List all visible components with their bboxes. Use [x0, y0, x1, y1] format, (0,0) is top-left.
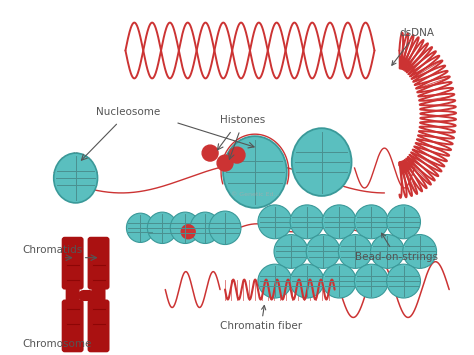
Ellipse shape [355, 264, 388, 298]
Ellipse shape [190, 212, 220, 244]
FancyBboxPatch shape [91, 285, 106, 305]
FancyBboxPatch shape [88, 300, 109, 352]
Ellipse shape [290, 205, 324, 239]
Ellipse shape [322, 264, 356, 298]
Ellipse shape [258, 264, 292, 298]
Ellipse shape [387, 264, 420, 298]
Ellipse shape [387, 205, 420, 239]
Circle shape [229, 147, 245, 163]
Ellipse shape [170, 212, 200, 244]
Ellipse shape [371, 235, 404, 268]
Ellipse shape [258, 205, 292, 239]
Text: Histones: Histones [220, 115, 265, 125]
Text: Nucleosome: Nucleosome [96, 107, 160, 117]
Text: Bead-on-strings: Bead-on-strings [355, 233, 438, 262]
Ellipse shape [147, 212, 177, 244]
Ellipse shape [403, 235, 437, 268]
Text: Chromosome: Chromosome [23, 339, 92, 349]
Ellipse shape [338, 235, 372, 268]
Ellipse shape [209, 211, 241, 245]
Text: dsDNA: dsDNA [392, 28, 434, 65]
Ellipse shape [54, 153, 98, 203]
Ellipse shape [306, 235, 340, 268]
Ellipse shape [355, 205, 388, 239]
Circle shape [217, 155, 233, 171]
Circle shape [181, 225, 195, 239]
FancyBboxPatch shape [66, 285, 80, 305]
FancyBboxPatch shape [62, 300, 83, 352]
Ellipse shape [127, 213, 155, 242]
Text: © Genetic Ed...: © Genetic Ed... [231, 192, 279, 197]
Ellipse shape [322, 205, 356, 239]
FancyBboxPatch shape [62, 237, 83, 290]
Ellipse shape [274, 235, 308, 268]
Text: Chromatin fiber: Chromatin fiber [220, 306, 302, 332]
Ellipse shape [290, 264, 324, 298]
FancyBboxPatch shape [88, 237, 109, 290]
Ellipse shape [223, 136, 287, 208]
Circle shape [202, 145, 218, 161]
Ellipse shape [292, 128, 352, 196]
Text: Chromatids: Chromatids [23, 245, 83, 255]
